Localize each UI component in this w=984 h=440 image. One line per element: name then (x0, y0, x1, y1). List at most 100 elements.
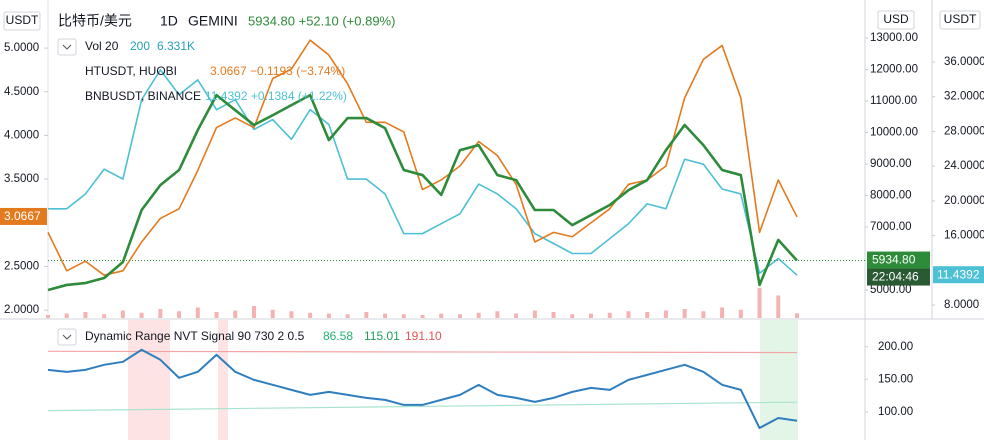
volume-bar (364, 312, 369, 318)
quote: 5934.80 +52.10 (+0.89%) (248, 13, 395, 28)
y-tick-label: 10000.00 (870, 127, 918, 139)
volume-bar (514, 313, 519, 318)
volume-bar (401, 314, 406, 318)
indicator-line (47, 350, 798, 354)
volume-bar (682, 309, 687, 318)
volume-bar (420, 315, 425, 318)
volume-name: Vol 20 (85, 39, 119, 53)
volume-bar (102, 314, 107, 318)
indicator-name: Dynamic Range NVT Signal 90 730 2 0.5 (85, 329, 305, 343)
volume-bar (570, 314, 575, 318)
price-tag-label: 3.0667 (4, 209, 41, 223)
y-tick-label: 4.5000 (4, 86, 39, 98)
chevron (62, 334, 72, 340)
y-tick-label: 2.5000 (4, 260, 39, 272)
volume-bar (439, 313, 444, 318)
y-tick-label: 100.00 (878, 406, 913, 418)
y-tick-label: 150.00 (878, 373, 913, 385)
volume-bar (289, 311, 294, 318)
price-tag (0, 207, 47, 225)
unit-box[interactable] (939, 10, 981, 30)
unit-box[interactable] (877, 10, 915, 30)
price-tag-label: 5934.80 (872, 253, 916, 267)
volume-bar (720, 307, 725, 318)
unit-label: USD (883, 12, 909, 26)
volume-value: 6.331K (157, 39, 195, 53)
volume-bar (551, 312, 556, 318)
symbol: 比特币/美元 (58, 13, 132, 29)
volume-bar (626, 311, 631, 318)
indicator-line (47, 348, 798, 429)
y-tick-label: 7000.00 (870, 221, 912, 233)
indicator-value: 115.01 (364, 329, 400, 343)
volume-bar (589, 313, 594, 318)
signal-zone (760, 320, 798, 440)
price-line (47, 93, 798, 292)
volume-bar (795, 313, 799, 318)
volume-bar (701, 311, 706, 318)
price-line (48, 69, 798, 276)
price-tag-label: 11.4392 (937, 267, 980, 281)
volume-bar (607, 312, 612, 318)
volume-bar (738, 309, 743, 318)
y-tick-label: 4.0000 (4, 129, 39, 141)
legend-name: BNBUSDT, BINANCE (85, 89, 201, 103)
volume-bar (139, 312, 144, 318)
interval: 1D (160, 13, 178, 29)
axes: 2.0000 2.5000 3.5000 4.0000 4.5000 5.0000 5000… (4, 32, 984, 418)
volume-bar (663, 310, 668, 318)
y-tick-label: 5000.00 (870, 284, 912, 296)
volume-bar (476, 312, 481, 318)
signal-zone (218, 320, 228, 440)
y-tick-label: 28.0000 (944, 125, 984, 137)
volume-bar (64, 313, 69, 318)
y-tick-label: 5.0000 (4, 42, 39, 54)
indicator-value: 86.58 (323, 329, 353, 343)
volume-bar (270, 309, 275, 318)
y-tick-label: 8000.00 (870, 190, 912, 202)
y-tick-label: 9000.00 (870, 158, 912, 170)
volume-bar (383, 313, 388, 318)
unit-label: USDT (6, 13, 39, 27)
volume-bar (495, 311, 500, 318)
volume-bar (177, 311, 182, 318)
volume-bar (326, 313, 331, 318)
volume-bar (645, 312, 650, 318)
y-tick-label: 12000.00 (870, 64, 918, 76)
volume-bar (120, 310, 125, 318)
volume-length: 200 (130, 39, 150, 53)
volume-bar (251, 306, 256, 318)
exchange: GEMINI (188, 13, 238, 29)
y-tick-label: 36.0000 (944, 56, 984, 68)
volume-bar (776, 295, 781, 318)
y-tick-label: 11000.00 (870, 95, 917, 107)
y-tick-label: 3.5000 (4, 173, 39, 185)
time-tag (867, 268, 930, 286)
volume-bar (532, 310, 537, 318)
volume-bar (757, 288, 762, 318)
y-tick-label: 200.00 (878, 341, 913, 353)
volume-bar (308, 312, 313, 318)
indicator-line (47, 401, 798, 412)
legend-name: HTUSDT, HUOBI (85, 64, 177, 78)
collapse-button[interactable] (57, 38, 77, 56)
y-tick-label: 32.0000 (944, 91, 984, 103)
y-tick-label: 2.0000 (4, 304, 39, 316)
unit-label: USDT (944, 12, 977, 26)
unit-box[interactable] (3, 11, 41, 31)
y-tick-label: 8.0000 (944, 299, 979, 311)
price-tag (933, 266, 984, 284)
volume-bar (46, 315, 50, 318)
y-tick-label: 24.0000 (944, 160, 984, 172)
volume-bar (83, 312, 88, 318)
indicator-value: 191.10 (405, 329, 442, 343)
y-tick-label: 20.0000 (944, 195, 984, 207)
y-tick-label: 13000.00 (870, 32, 918, 44)
volume-bar (214, 312, 219, 318)
collapse-button[interactable] (57, 328, 77, 346)
price-tag (867, 251, 930, 269)
time-tag-label: 22:04:46 (872, 270, 919, 284)
volume-bar (233, 310, 238, 318)
